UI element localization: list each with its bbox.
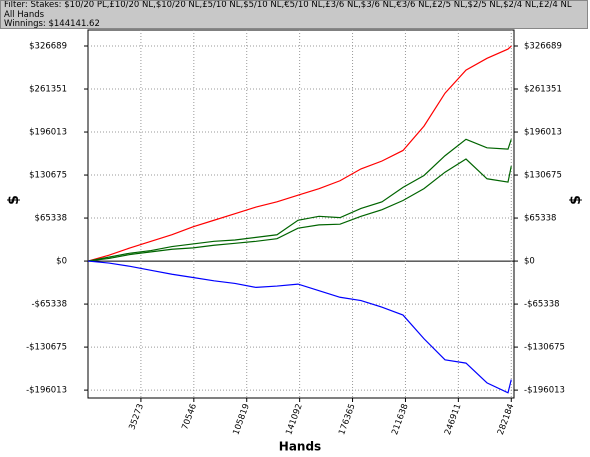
filter-text: Filter: Stakes: $10/20 PL,£10/20 NL,$10/… [4,0,572,10]
y-tick-label: -$65338 [31,300,67,310]
x-tick-label: 70546 [180,402,199,431]
y-tick-label: -$130675 [26,343,67,353]
x-tick-label: 211638 [390,402,410,436]
series-line [87,138,512,262]
plot-area [87,29,515,399]
header: Filter: Stakes: $10/20 PL,£10/20 NL,$10/… [0,0,588,29]
y-tick-label: -$65338 [524,300,560,310]
x-tick-label: 282184 [496,402,516,436]
y-tick-label: $261351 [29,85,67,95]
hands-text: All Hands [4,9,45,20]
y-tick-label: $130675 [524,171,562,181]
y-tick-label: -$196013 [524,386,565,396]
y-tick-label: $65338 [35,214,67,224]
y-tick-label: -$196013 [26,386,67,396]
y-tick-label: $0 [524,257,535,267]
y-tick-label: -$130675 [524,343,565,353]
x-tick-label: 176365 [337,402,357,436]
winnings-text: Winnings: $144141.62 [4,19,100,29]
y-tick-label: $130675 [29,171,67,181]
y-tick-label: $326689 [29,42,67,52]
y-tick-label: $326689 [524,42,562,52]
y-axis-label: $ [6,195,22,205]
x-axis-label: Hands [279,440,321,454]
y-tick-label: $196013 [524,128,562,138]
y-tick-label: $0 [56,257,67,267]
series-line [87,45,512,262]
x-tick-label: 105819 [231,402,251,436]
x-tick-label: 246911 [443,402,463,436]
y-tick-label: $196013 [29,128,67,138]
y-tick-label: $261351 [524,85,562,95]
y-axis-label: $ [568,195,584,205]
series-line [87,158,512,262]
x-tick-label: 141092 [284,402,304,436]
y-tick-label: $65338 [524,214,556,224]
series-line [87,260,512,394]
x-tick-label: 35273 [127,402,146,431]
